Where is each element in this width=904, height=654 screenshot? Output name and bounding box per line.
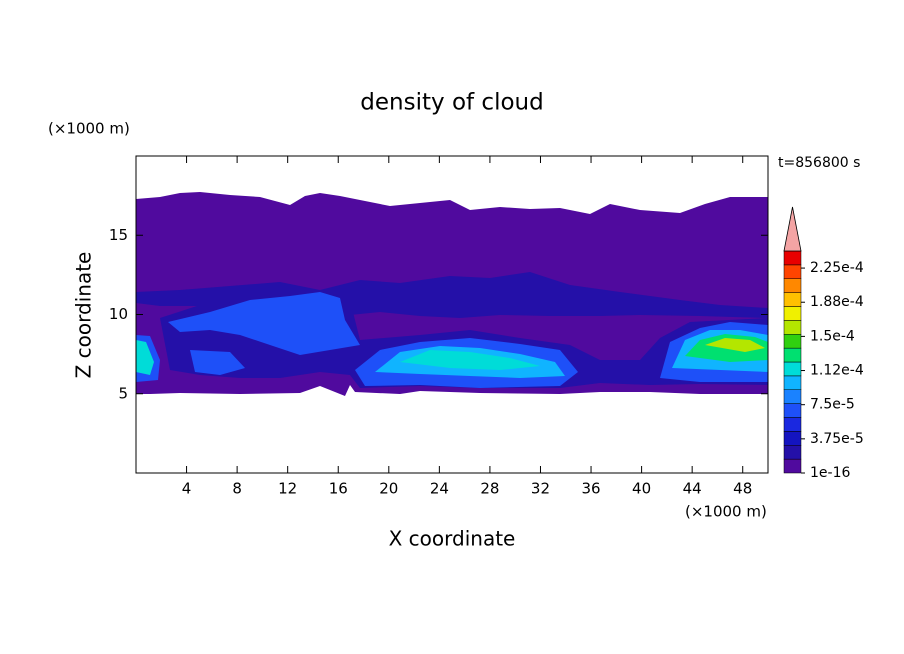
y-tick-label: 5: [118, 384, 128, 402]
chart-title: density of cloud: [360, 90, 543, 116]
x-tick-label: 16: [329, 480, 348, 498]
colorbar-box: [783, 278, 802, 293]
x-tick-label: 32: [531, 480, 550, 498]
x-tick-label: 8: [232, 480, 242, 498]
colorbar-tick-label: 3.75e-5: [810, 431, 864, 447]
colorbar-box: [783, 458, 802, 474]
colorbar-tick-label: 2.25e-4: [810, 260, 864, 276]
x-tick-label: 36: [581, 480, 600, 498]
colorbar-box: [783, 334, 802, 349]
colorbar-tick-label: 1.88e-4: [810, 294, 864, 310]
colorbar-box: [783, 292, 802, 307]
colorbar-box: [783, 361, 802, 377]
x-tick-label: 4: [182, 480, 192, 498]
contour-region: [705, 338, 765, 352]
x-tick-label: 24: [430, 480, 449, 498]
x-tick-label: 20: [379, 480, 398, 498]
y-axis-label: Z coordinate: [72, 252, 96, 379]
colorbar-tick-label: 1.12e-4: [810, 363, 864, 379]
colorbar-box: [783, 250, 802, 266]
contour-region: [136, 340, 154, 375]
contour-region: [168, 292, 360, 355]
annotation: t=856800 s: [778, 155, 860, 171]
contour-field: [136, 192, 768, 396]
contour-region: [190, 350, 245, 375]
x-tick-label: 12: [278, 480, 297, 498]
x-tick-label: 48: [733, 480, 752, 498]
colorbar-box: [783, 320, 802, 335]
x-tick-label: 44: [683, 480, 702, 498]
x-tick-label: 40: [632, 480, 651, 498]
colorbar-box: [783, 306, 802, 321]
y-tick-label: 15: [109, 226, 128, 244]
x-axis-label: X coordinate: [389, 527, 516, 551]
colorbar-tick-label: 1e-16: [810, 465, 850, 481]
colorbar-box: [783, 417, 802, 432]
colorbar-box: [783, 445, 802, 460]
colorbar-tick-label: 1.5e-4: [810, 328, 855, 344]
colorbar-box: [783, 431, 802, 446]
colorbar-tick-label: 7.5e-5: [810, 397, 855, 413]
colorbar-box: [783, 375, 802, 390]
contour-region: [400, 350, 540, 370]
colorbar-box: [783, 389, 802, 404]
colorbar-box: [783, 347, 802, 363]
y-unit: (×1000 m): [48, 120, 130, 138]
colorbar-box: [783, 264, 802, 279]
colorbar-extension: [783, 206, 802, 252]
colorbar-box: [783, 403, 802, 418]
y-tick-label: 10: [109, 305, 128, 323]
x-unit: (×1000 m): [685, 503, 767, 521]
x-tick-label: 28: [480, 480, 499, 498]
